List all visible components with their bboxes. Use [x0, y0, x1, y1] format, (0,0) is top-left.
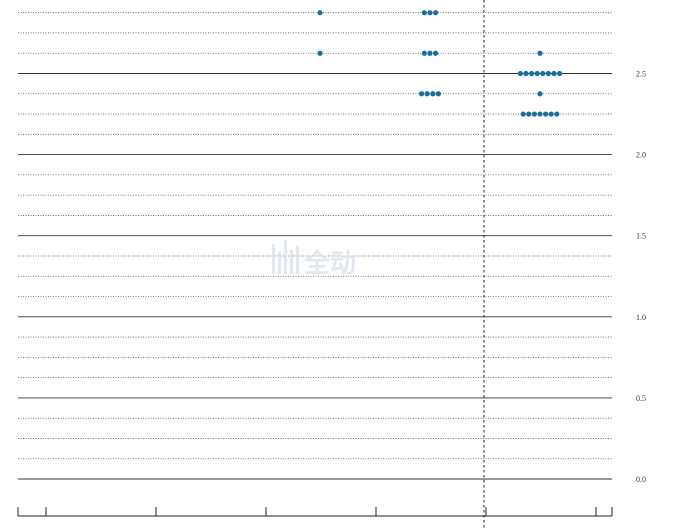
dot-mark — [531, 111, 538, 117]
dot-mark — [523, 70, 529, 77]
y-tick-label: 2.0 — [636, 151, 646, 160]
dot-mark — [520, 111, 526, 117]
dot-mark — [543, 111, 549, 117]
dot-mark — [540, 70, 546, 77]
dot-mark — [557, 70, 563, 77]
dot-mark — [427, 50, 433, 56]
grid-lines — [18, 12, 612, 480]
dot-mark — [517, 70, 524, 77]
dot-mark — [317, 10, 323, 16]
dot-mark — [551, 70, 557, 77]
dot-mark — [529, 70, 535, 77]
dot-mark — [537, 91, 543, 97]
y-tick-label: 1.5 — [636, 232, 646, 241]
y-tick-label: 2.5 — [636, 70, 646, 79]
dot-mark — [430, 91, 436, 97]
dot-mark — [433, 10, 439, 16]
dot-mark — [537, 50, 543, 56]
watermark-text: 全动 — [303, 248, 356, 279]
watermark: 全动 — [272, 240, 356, 279]
y-tick-label: 0.0 — [636, 475, 646, 484]
dot-mark — [421, 10, 427, 16]
dot-mark — [427, 10, 433, 16]
y-tick-label: 0.5 — [636, 394, 646, 403]
axes — [17, 0, 613, 530]
dot-mark — [421, 50, 427, 56]
dot-mark — [548, 111, 554, 117]
dot-marks — [317, 10, 563, 117]
dot-mark — [317, 50, 323, 56]
dot-mark — [534, 70, 540, 77]
dot-mark — [537, 111, 543, 117]
y-tick-labels: 0.00.51.01.52.02.53.03.54.04.55.05.5 — [636, 70, 646, 485]
dot-mark — [545, 70, 552, 77]
dot-mark — [433, 50, 439, 56]
dot-mark — [419, 91, 425, 97]
dot-mark — [424, 91, 430, 97]
dot-mark — [435, 91, 441, 97]
chart-logo-icon — [272, 240, 299, 274]
y-tick-label: 1.0 — [636, 313, 646, 322]
dot-mark — [554, 111, 560, 117]
dot-mark — [526, 111, 532, 117]
